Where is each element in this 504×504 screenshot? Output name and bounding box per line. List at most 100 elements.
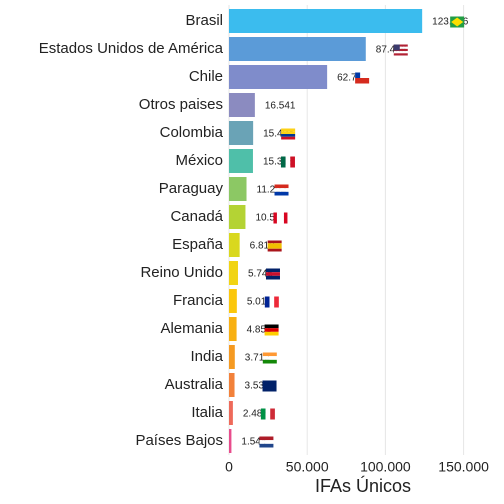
value-label: 5.745 <box>248 269 273 280</box>
flag <box>264 324 279 336</box>
flag-stripe <box>393 53 408 56</box>
value-label: 5.012 <box>247 297 272 308</box>
flag-stripe <box>281 131 296 134</box>
x-tick-label: 50.000 <box>286 459 329 475</box>
flag-stripe <box>290 156 295 168</box>
flag-canton <box>393 44 400 51</box>
flag-stripe <box>281 134 296 137</box>
flag <box>355 72 370 84</box>
flag-stripe <box>259 436 274 441</box>
flag-stripe <box>262 356 277 360</box>
category-label: España <box>172 236 224 253</box>
category-label: Italia <box>191 404 223 421</box>
flag-stripe <box>393 44 408 47</box>
bar <box>229 317 237 341</box>
category-label: Brasil <box>185 12 223 29</box>
bar <box>229 373 235 397</box>
flag-stripe <box>265 268 280 273</box>
category-label: Chile <box>189 68 223 85</box>
category-label: Otros paises <box>139 96 223 113</box>
flag <box>260 408 275 420</box>
x-axis-title: IFAs Únicos <box>315 475 411 496</box>
flag-stripe <box>270 408 275 420</box>
flag-stripe <box>260 408 266 420</box>
flag-stripe <box>269 296 275 308</box>
bar <box>229 205 246 229</box>
x-tick-label: 150.000 <box>438 459 489 475</box>
flag-stripe <box>259 440 274 444</box>
x-tick-label: 100.000 <box>360 459 411 475</box>
flag <box>280 156 295 168</box>
bar <box>229 289 237 313</box>
flag-stripe <box>281 128 296 132</box>
flag-stripe <box>280 212 284 224</box>
flag <box>450 16 465 28</box>
flag-stripe <box>262 380 277 392</box>
flag-stripe <box>267 246 282 249</box>
value-label: 11.202 <box>257 185 287 196</box>
flag-stripe <box>393 51 408 54</box>
flag-stripe <box>265 408 271 420</box>
bar <box>229 345 235 369</box>
category-label: Australia <box>165 376 224 393</box>
flag-stripe <box>285 156 291 168</box>
flag <box>265 268 280 280</box>
flag-stripe <box>264 296 270 308</box>
flag-stripe <box>276 212 281 224</box>
bar <box>229 93 255 117</box>
value-label: 2.487 <box>243 409 268 420</box>
value-label: 6.812 <box>250 241 275 252</box>
flag <box>267 240 282 252</box>
flag <box>393 44 408 56</box>
flag-diamond <box>451 17 464 27</box>
flag-stripe <box>355 72 370 78</box>
flag-stripe <box>283 212 288 224</box>
flag-stripe <box>265 275 280 280</box>
flag <box>264 296 279 308</box>
flag-stripe <box>274 191 289 196</box>
value-label: 87.456 <box>376 45 407 56</box>
category-label: Alemania <box>160 320 223 337</box>
category-label: Francia <box>173 292 224 309</box>
bar <box>229 121 254 145</box>
flag-stripe <box>264 331 279 336</box>
flag <box>274 184 289 196</box>
value-label: 15.434 <box>263 129 294 140</box>
flag-stripe <box>280 156 286 168</box>
value-label: 16.541 <box>265 101 296 112</box>
flag-stripe <box>274 188 289 192</box>
flag-stripe <box>355 78 370 84</box>
flag-stripe <box>274 296 279 308</box>
flag-stripe <box>393 46 408 49</box>
bar <box>229 429 232 453</box>
flag-canton <box>355 72 361 78</box>
category-label: Reino Unido <box>140 264 223 281</box>
flag <box>262 380 277 392</box>
bar <box>229 401 233 425</box>
flag-stripe <box>393 48 408 52</box>
flag-stripe <box>264 324 279 329</box>
category-label: Paraguay <box>159 180 224 197</box>
category-label: Países Bajos <box>135 432 223 449</box>
category-label: Colombia <box>160 124 224 141</box>
flag-stripe <box>262 359 277 364</box>
bar <box>229 177 247 201</box>
flag-stripe <box>274 184 289 189</box>
value-label: 1.544 <box>241 437 266 448</box>
bar <box>229 37 366 61</box>
flag-canton <box>262 380 269 387</box>
flag <box>281 128 296 140</box>
flag-stripe <box>281 136 296 140</box>
bar <box>229 261 238 285</box>
category-label: Canadá <box>170 208 223 225</box>
value-label: 10.518 <box>255 213 286 224</box>
category-label: México <box>175 152 223 169</box>
category-label: Estados Unidos de América <box>39 40 224 57</box>
bar <box>229 149 253 173</box>
value-label: 4.851 <box>247 325 272 336</box>
flag-stripe <box>264 328 279 332</box>
category-label: India <box>190 348 223 365</box>
value-label: 15.318 <box>263 157 294 168</box>
value-label: 3.712 <box>245 353 270 364</box>
x-tick-label: 0 <box>225 459 233 475</box>
